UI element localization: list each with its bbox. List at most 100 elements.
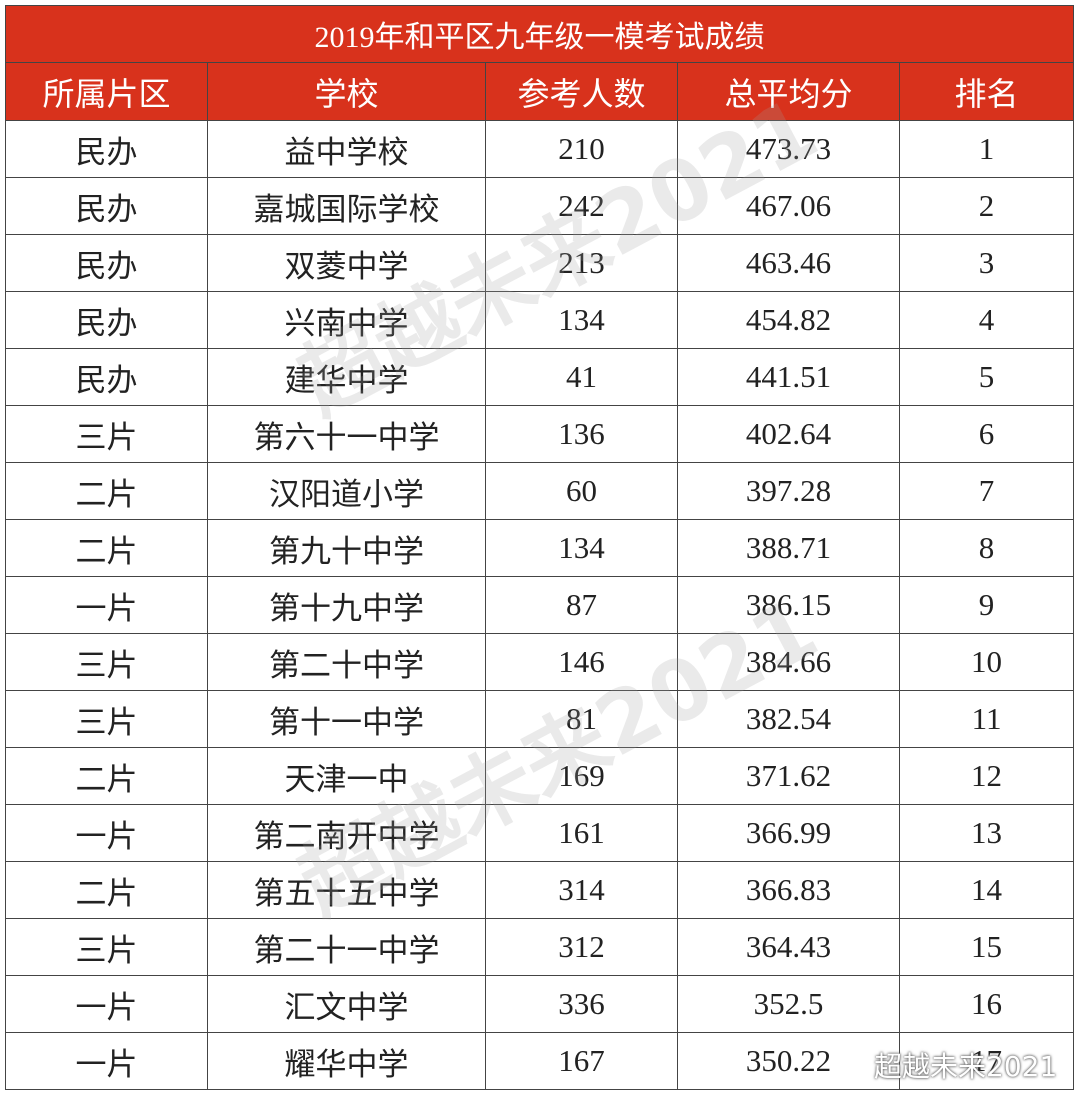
table-cell: 473.73 bbox=[677, 120, 900, 178]
table-cell: 2 bbox=[898, 177, 1075, 235]
table-row: 一片 第二南开中学 161 366.99 13 bbox=[5, 804, 1075, 862]
table-cell: 汇文中学 bbox=[207, 975, 486, 1033]
table-cell: 364.43 bbox=[677, 918, 900, 976]
table-cell: 天津一中 bbox=[207, 747, 486, 805]
table-cell: 第十一中学 bbox=[207, 690, 486, 748]
table-cell: 三片 bbox=[5, 633, 208, 691]
table-cell: 16 bbox=[898, 975, 1075, 1033]
table-cell: 建华中学 bbox=[207, 348, 486, 406]
table-cell: 384.66 bbox=[677, 633, 900, 691]
table-cell: 350.22 bbox=[677, 1032, 900, 1090]
score-table: 2019年和平区九年级一模考试成绩 所属片区 学校 参考人数 总平均分 排名 民办 益中学… bbox=[4, 5, 1075, 1090]
table-cell: 二片 bbox=[5, 747, 208, 805]
table-cell: 12 bbox=[898, 747, 1075, 805]
table-cell: 兴南中学 bbox=[207, 291, 486, 349]
table-cell: 民办 bbox=[5, 234, 208, 292]
header-cell: 学校 bbox=[207, 62, 486, 121]
table-row: 民办 双菱中学 213 463.46 3 bbox=[5, 234, 1075, 292]
table-row: 民办 益中学校 210 473.73 1 bbox=[5, 120, 1075, 178]
table-row: 二片 第九十中学 134 388.71 8 bbox=[5, 519, 1075, 577]
table-row: 二片 天津一中 169 371.62 12 bbox=[5, 747, 1075, 805]
table-body: 民办 益中学校 210 473.73 1 民办 嘉城国际学校 242 467.06 2 民办 双菱中学… bbox=[5, 120, 1075, 1090]
table-cell: 81 bbox=[485, 690, 678, 748]
table-cell: 388.71 bbox=[677, 519, 900, 577]
table-cell: 161 bbox=[485, 804, 678, 862]
header-cell: 排名 bbox=[898, 62, 1075, 121]
table-cell: 双菱中学 bbox=[207, 234, 486, 292]
table-cell: 382.54 bbox=[677, 690, 900, 748]
table-cell: 454.82 bbox=[677, 291, 900, 349]
table-cell: 134 bbox=[485, 519, 678, 577]
table-cell: 4 bbox=[898, 291, 1075, 349]
table-cell: 134 bbox=[485, 291, 678, 349]
table-cell: 第九十中学 bbox=[207, 519, 486, 577]
header-cell: 总平均分 bbox=[677, 62, 900, 121]
table-cell: 二片 bbox=[5, 861, 208, 919]
table-cell: 397.28 bbox=[677, 462, 900, 520]
badge-text: 超越未来2021 bbox=[874, 1050, 1058, 1083]
table-cell: 213 bbox=[485, 234, 678, 292]
table-row: 二片 汉阳道小学 60 397.28 7 bbox=[5, 462, 1075, 520]
table-cell: 7 bbox=[898, 462, 1075, 520]
table-cell: 467.06 bbox=[677, 177, 900, 235]
table-cell: 民办 bbox=[5, 348, 208, 406]
table-cell: 1 bbox=[898, 120, 1075, 178]
table-cell: 8 bbox=[898, 519, 1075, 577]
table-row: 三片 第十一中学 81 382.54 11 bbox=[5, 690, 1075, 748]
table-cell: 312 bbox=[485, 918, 678, 976]
header-cell: 所属片区 bbox=[5, 62, 208, 121]
table-cell: 14 bbox=[898, 861, 1075, 919]
wechat-icon bbox=[830, 1052, 866, 1081]
table-cell: 第二南开中学 bbox=[207, 804, 486, 862]
table-cell: 民办 bbox=[5, 291, 208, 349]
account-badge: 超越未来2021 bbox=[830, 1048, 1057, 1086]
table-cell: 三片 bbox=[5, 690, 208, 748]
table-row: 三片 第六十一中学 136 402.64 6 bbox=[5, 405, 1075, 463]
table-cell: 366.99 bbox=[677, 804, 900, 862]
table-cell: 371.62 bbox=[677, 747, 900, 805]
table-cell: 463.46 bbox=[677, 234, 900, 292]
table-cell: 11 bbox=[898, 690, 1075, 748]
table-cell: 二片 bbox=[5, 462, 208, 520]
table-cell: 314 bbox=[485, 861, 678, 919]
table-row: 三片 第二十一中学 312 364.43 15 bbox=[5, 918, 1075, 976]
table-cell: 民办 bbox=[5, 120, 208, 178]
table-cell: 9 bbox=[898, 576, 1075, 634]
table-row: 民办 嘉城国际学校 242 467.06 2 bbox=[5, 177, 1075, 235]
table-cell: 352.5 bbox=[677, 975, 900, 1033]
table-cell: 第十九中学 bbox=[207, 576, 486, 634]
table-cell: 嘉城国际学校 bbox=[207, 177, 486, 235]
table-cell: 第二十中学 bbox=[207, 633, 486, 691]
table-cell: 益中学校 bbox=[207, 120, 486, 178]
table-cell: 一片 bbox=[5, 1032, 208, 1090]
table-cell: 一片 bbox=[5, 576, 208, 634]
table-cell: 10 bbox=[898, 633, 1075, 691]
table-cell: 169 bbox=[485, 747, 678, 805]
table-title: 2019年和平区九年级一模考试成绩 bbox=[4, 5, 1075, 63]
table-cell: 6 bbox=[898, 405, 1075, 463]
table-row: 三片 第二十中学 146 384.66 10 bbox=[5, 633, 1075, 691]
table-cell: 402.64 bbox=[677, 405, 900, 463]
table-row: 一片 汇文中学 336 352.5 16 bbox=[5, 975, 1075, 1033]
table-row: 二片 第五十五中学 314 366.83 14 bbox=[5, 861, 1075, 919]
table-cell: 60 bbox=[485, 462, 678, 520]
table-cell: 3 bbox=[898, 234, 1075, 292]
table-cell: 5 bbox=[898, 348, 1075, 406]
table-head: 2019年和平区九年级一模考试成绩 所属片区 学校 参考人数 总平均分 排名 bbox=[4, 5, 1075, 121]
table-cell: 441.51 bbox=[677, 348, 900, 406]
table-cell: 15 bbox=[898, 918, 1075, 976]
table-cell: 一片 bbox=[5, 975, 208, 1033]
table-cell: 第六十一中学 bbox=[207, 405, 486, 463]
table-cell: 民办 bbox=[5, 177, 208, 235]
table-cell: 386.15 bbox=[677, 576, 900, 634]
table-cell: 210 bbox=[485, 120, 678, 178]
table-row: 民办 兴南中学 134 454.82 4 bbox=[5, 291, 1075, 349]
table-cell: 一片 bbox=[5, 804, 208, 862]
table-cell: 三片 bbox=[5, 918, 208, 976]
table-row: 一片 耀华中学 167 350.22 17 bbox=[5, 1032, 1075, 1090]
table-cell: 136 bbox=[485, 405, 678, 463]
table-cell: 242 bbox=[485, 177, 678, 235]
table-cell: 87 bbox=[485, 576, 678, 634]
table-row: 民办 建华中学 41 441.51 5 bbox=[5, 348, 1075, 406]
